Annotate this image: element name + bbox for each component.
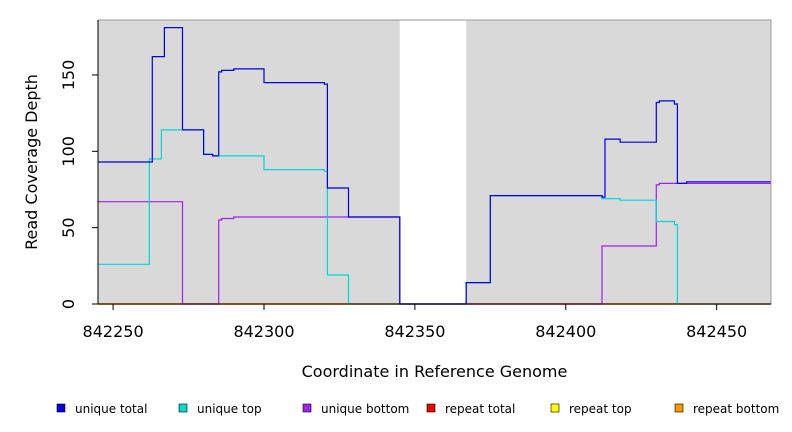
legend-label-unique-top: unique top bbox=[197, 402, 262, 416]
legend-label-repeat-total: repeat total bbox=[445, 402, 515, 416]
legend-label-repeat-top: repeat top bbox=[569, 402, 632, 416]
legend-swatch-unique-top bbox=[178, 403, 188, 413]
legend-label-unique-bottom: unique bottom bbox=[321, 402, 409, 416]
gap-region bbox=[399, 20, 467, 304]
legend-swatch-repeat-top bbox=[550, 403, 560, 413]
legend-label-unique-total: unique total bbox=[75, 402, 147, 416]
x-tick-label: 842400 bbox=[535, 322, 596, 341]
legend-swatch-repeat-total bbox=[426, 403, 436, 413]
gap-regions bbox=[399, 20, 467, 304]
y-tick-label: 150 bbox=[59, 60, 78, 91]
y-axis-title: Read Coverage Depth bbox=[22, 74, 41, 250]
legend-swatch-unique-total bbox=[56, 403, 66, 413]
legend: unique total unique top unique bottom repea… bbox=[56, 402, 779, 416]
x-tick-label: 842350 bbox=[384, 322, 445, 341]
y-tick-label: 50 bbox=[59, 217, 78, 237]
x-axis-title: Coordinate in Reference Genome bbox=[302, 362, 568, 381]
x-tick-label: 842300 bbox=[233, 322, 294, 341]
y-tick-label: 0 bbox=[59, 299, 78, 309]
x-tick-label: 842250 bbox=[83, 322, 144, 341]
x-axis: 842250 842300 842350 842400 842450 bbox=[83, 303, 771, 341]
x-tick-label: 842450 bbox=[686, 322, 747, 341]
y-axis: 0 50 100 150 bbox=[59, 20, 99, 309]
legend-swatch-repeat-bottom bbox=[674, 403, 684, 413]
series-line-unique-total bbox=[98, 27, 771, 305]
y-tick-label: 100 bbox=[59, 136, 78, 167]
legend-label-repeat-bottom: repeat bottom bbox=[693, 402, 779, 416]
legend-swatch-unique-bottom bbox=[302, 403, 312, 413]
